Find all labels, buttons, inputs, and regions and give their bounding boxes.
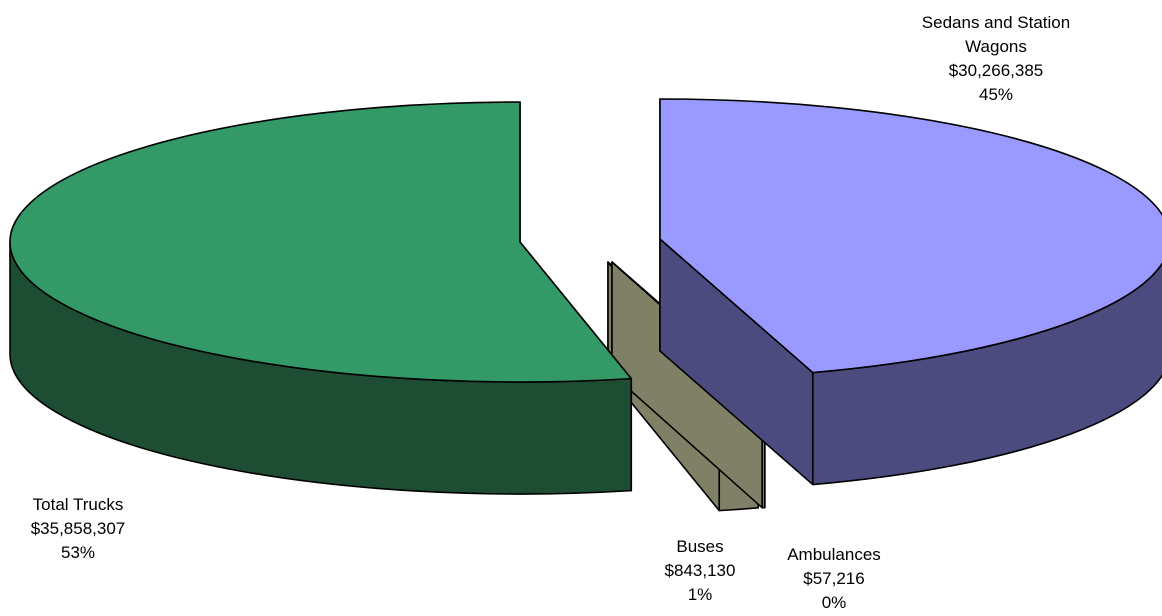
data-label-sedans-and-station-wagons-line-4: 45%	[979, 85, 1013, 104]
data-label-total-trucks-line-3: 53%	[61, 543, 95, 562]
data-label-sedans-and-station-wagons-line-1: Sedans and Station	[922, 13, 1070, 32]
data-label-ambulances-line-3: 0%	[822, 593, 847, 612]
data-label-ambulances-line-1: Ambulances	[787, 545, 881, 564]
data-label-ambulances-line-2: $57,216	[803, 569, 864, 588]
pie-slice-total-trucks	[9, 101, 633, 495]
labels-layer: Sedans and Station Wagons $30,266,385 45% Am…	[31, 13, 1070, 612]
pie-slice-total-trucks-top	[9, 101, 633, 383]
data-label-total-trucks: Total Trucks $35,858,307 53%	[31, 495, 126, 562]
data-label-total-trucks-line-1: Total Trucks	[33, 495, 124, 514]
slices-layer	[9, 98, 1162, 512]
data-label-sedans-and-station-wagons: Sedans and Station Wagons $30,266,385 45%	[922, 13, 1070, 104]
data-label-sedans-and-station-wagons-line-2: Wagons	[965, 37, 1027, 56]
data-label-buses-line-2: $843,130	[665, 561, 736, 580]
pie-slice-sedans-and-station-wagons	[659, 98, 1162, 486]
data-label-sedans-and-station-wagons-line-3: $30,266,385	[949, 61, 1044, 80]
data-label-buses-line-3: 1%	[688, 585, 713, 604]
data-label-ambulances: Ambulances $57,216 0%	[787, 545, 881, 612]
data-label-buses: Buses $843,130 1%	[665, 537, 736, 604]
data-label-total-trucks-line-2: $35,858,307	[31, 519, 126, 538]
data-label-buses-line-1: Buses	[676, 537, 723, 556]
pie-slice-sedans-and-station-wagons-top	[659, 98, 1162, 374]
